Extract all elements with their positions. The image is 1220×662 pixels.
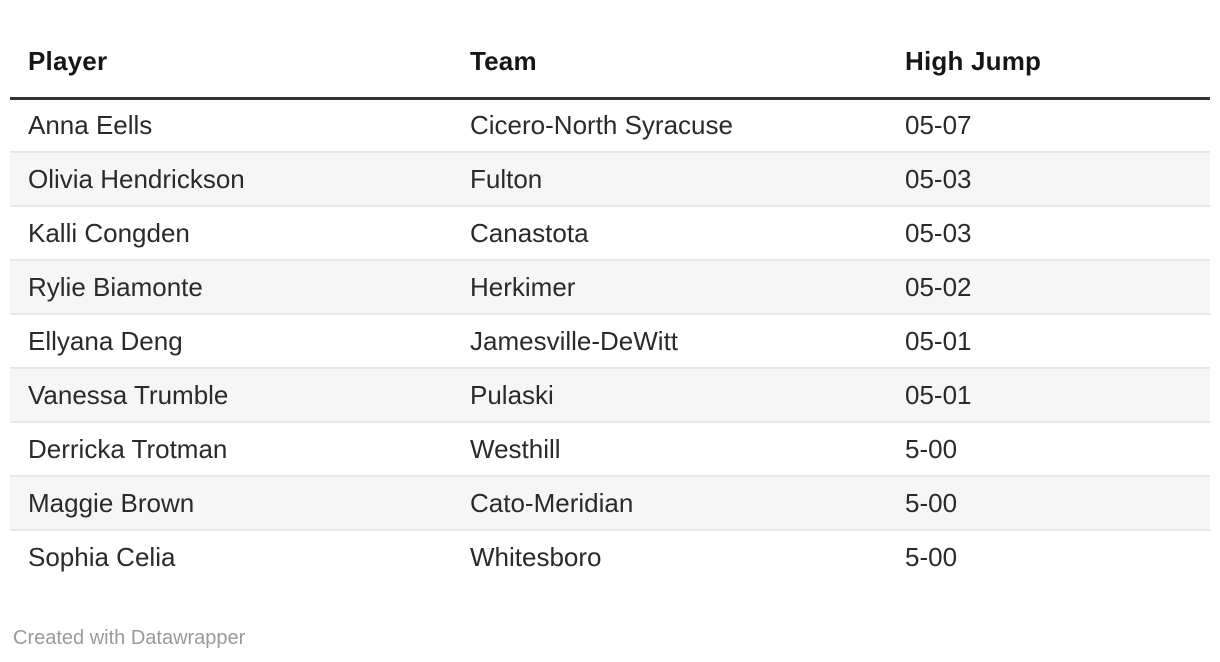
table-row: Rylie Biamonte Herkimer 05-02 — [10, 259, 1210, 314]
header-row: Player Team High Jump — [10, 36, 1210, 100]
datawrapper-credit-link[interactable]: Created with Datawrapper — [13, 627, 246, 649]
cell-high-jump: 05-03 — [887, 205, 1210, 260]
cell-team: Pulaski — [452, 367, 887, 422]
table-row: Olivia Hendrickson Fulton 05-03 — [10, 151, 1210, 206]
cell-team: Canastota — [452, 205, 887, 260]
cell-player: Ellyana Deng — [10, 313, 452, 368]
column-header-team: Team — [452, 36, 887, 100]
cell-player: Vanessa Trumble — [10, 367, 452, 422]
table-row: Ellyana Deng Jamesville-DeWitt 05-01 — [10, 313, 1210, 368]
cell-team: Westhill — [452, 421, 887, 476]
cell-player: Derricka Trotman — [10, 421, 452, 476]
table-row: Vanessa Trumble Pulaski 05-01 — [10, 367, 1210, 422]
cell-team: Fulton — [452, 151, 887, 206]
table-body: Anna Eells Cicero-North Syracuse 05-07 Oliv… — [10, 98, 1210, 584]
cell-team: Jamesville-DeWitt — [452, 313, 887, 368]
cell-high-jump: 05-02 — [887, 259, 1210, 314]
table-header: Player Team High Jump — [10, 36, 1210, 100]
cell-high-jump: 05-03 — [887, 151, 1210, 206]
cell-player: Maggie Brown — [10, 475, 452, 530]
column-header-player: Player — [10, 36, 452, 100]
cell-high-jump: 05-01 — [887, 313, 1210, 368]
cell-high-jump: 05-01 — [887, 367, 1210, 422]
column-header-high-jump: High Jump — [887, 36, 1210, 100]
cell-player: Rylie Biamonte — [10, 259, 452, 314]
table-row: Maggie Brown Cato-Meridian 5-00 — [10, 475, 1210, 530]
cell-player: Anna Eells — [28, 109, 153, 140]
cell-player: Olivia Hendrickson — [10, 151, 452, 206]
table-row: Kalli Congden Canastota 05-03 — [10, 205, 1210, 260]
cell-player: Sophia Celia — [10, 529, 452, 584]
cell-high-jump: 5-00 — [887, 421, 1210, 476]
cell-high-jump: 05-07 — [905, 109, 972, 140]
cell-high-jump: 5-00 — [887, 475, 1210, 530]
cell-team: Whitesboro — [452, 529, 887, 584]
high-jump-table: Player Team High Jump Anna Eells Cicero-N… — [10, 36, 1210, 584]
cell-team: Herkimer — [452, 259, 887, 314]
table-row: Sophia Celia Whitesboro 5-00 — [10, 529, 1210, 584]
cell-player: Kalli Congden — [10, 205, 452, 260]
cell-team: Cicero-North Syracuse — [470, 109, 733, 140]
table-row: Anna Eells Cicero-North Syracuse 05-07 — [10, 98, 1210, 152]
table-row: Derricka Trotman Westhill 5-00 — [10, 421, 1210, 476]
cell-high-jump: 5-00 — [887, 529, 1210, 584]
cell-team: Cato-Meridian — [452, 475, 887, 530]
